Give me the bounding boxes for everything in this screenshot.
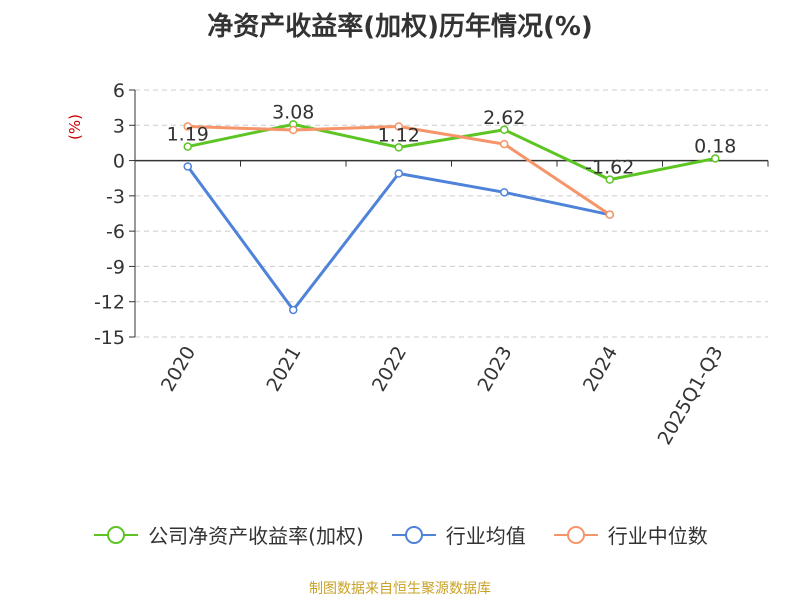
legend-swatch-icon [94,525,139,544]
data-point [394,122,403,131]
data-point [183,122,192,131]
y-axis-unit-label: (%) [66,114,84,140]
source-note: 制图数据来自恒生聚源数据库 [309,581,491,597]
data-point [500,139,509,149]
data-point [711,154,720,163]
data-labels: 1.19 3.08 1.12 2.62 -1.62 0.18 [167,101,737,178]
data-point [183,142,192,151]
data-point [500,125,509,135]
y-tick-label: 0 [113,151,125,173]
series-lines [183,120,720,315]
data-point [183,162,192,171]
x-tick-label: 2023 [473,343,516,396]
line-chart: 6 3 0 -3 -6 -9 -12 -15 2020 2021 2022 2023 2024 2025Q… [66,80,769,449]
series-line-0 [187,122,716,182]
y-tick-label: -9 [106,256,125,278]
data-point [289,125,298,135]
y-tick-label: -6 [106,221,125,243]
chart-title: 净资产收益率(加权)历年情况(%) [207,12,593,42]
legend-swatch-icon [391,525,436,544]
data-label: 1.19 [167,124,209,146]
y-tick-label: -3 [106,186,125,208]
legend-item[interactable]: 行业均值 [390,520,526,549]
x-tick-label: 2022 [368,343,411,396]
grid-lines [135,89,768,338]
legend-label: 公司净资产收益率(加权) [148,524,364,548]
y-tick-label: -15 [94,327,125,349]
y-tick-label: 6 [113,80,125,102]
y-tick-label: 3 [113,115,125,137]
data-label: 2.62 [483,107,525,129]
data-point [605,175,614,184]
data-point [289,305,298,315]
series-line-1 [186,165,611,312]
data-point [500,188,509,197]
data-point [605,210,614,219]
legend-item[interactable]: 行业中位数 [552,520,708,549]
legend-label: 行业中位数 [607,524,708,548]
legend-swatch-icon [553,525,598,544]
x-tick-label: 2021 [262,343,305,396]
x-tick-label: 2025Q1-Q3 [654,343,728,449]
data-point [394,143,403,152]
x-tick-label: 2024 [579,343,622,396]
legend-label: 行业均值 [445,524,526,548]
data-label: 3.08 [272,101,314,123]
data-label: 1.12 [378,124,420,146]
x-tick-label: 2020 [157,343,200,396]
legend-item[interactable]: 公司净资产收益率(加权) [92,520,364,549]
data-label: -1.62 [585,157,634,179]
data-label: 0.18 [694,135,736,157]
data-point [394,169,403,178]
legend: 公司净资产收益率(加权) 行业均值 行业中位数 [0,520,800,549]
y-tick-label: -12 [94,292,125,314]
